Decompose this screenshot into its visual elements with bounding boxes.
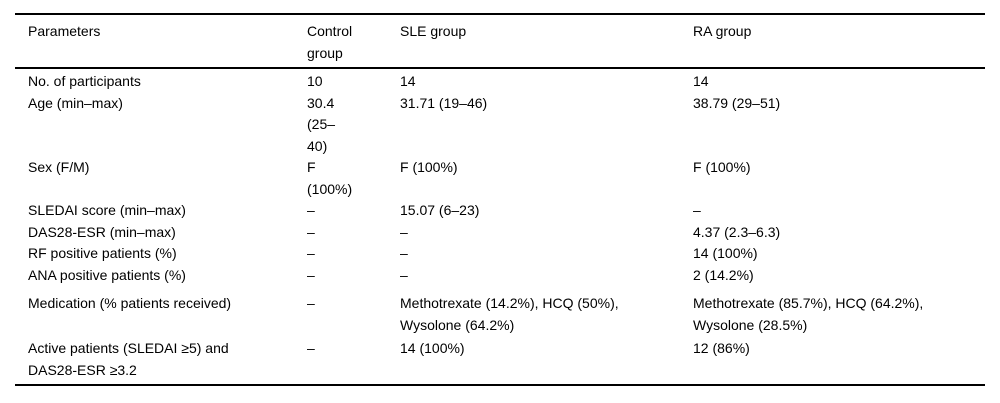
cell-control-value: 10: [307, 73, 323, 89]
cell-control-value: –: [307, 340, 315, 356]
table-row-active-patients: Active patients (SLEDAI ≥5) and DAS28-ES…: [15, 336, 985, 385]
header-row: Parameters Control group SLE group RA gr…: [15, 14, 985, 68]
table-header: Parameters Control group SLE group RA gr…: [15, 14, 985, 68]
table-row-sex: Sex (F/M) F (100%) F (100%) F (100%): [15, 157, 985, 200]
table-row-participants: No. of participants 10 14 14: [15, 68, 985, 93]
cell-ra-value: 4.37 (2.3–6.3): [693, 223, 781, 240]
column-header-parameters: Parameters: [28, 23, 101, 39]
cell-ra-value: 14: [693, 73, 709, 89]
cell-parameter: ANA positive patients (%): [28, 266, 186, 283]
column-header-ra-group: RA group: [693, 23, 752, 39]
cell-sle-value: –: [400, 266, 408, 283]
cell-ra-value: –: [693, 202, 701, 218]
table-body: No. of participants 10 14 14 Age (min–ma…: [15, 68, 985, 385]
cell-sle-value: F (100%): [400, 159, 458, 175]
table-row-age: Age (min–max) 30.4 (25– 40) 31.71 (19–46…: [15, 93, 985, 158]
cell-sle-value: –: [400, 223, 408, 240]
cell-parameter: Sex (F/M): [28, 159, 90, 175]
cell-ra-value: 14 (100%): [693, 245, 758, 261]
cell-control-value: –: [307, 223, 315, 240]
cell-parameter: Age (min–max): [28, 94, 123, 111]
cell-control-value: –: [307, 245, 315, 261]
parameters-table: Parameters Control group SLE group RA gr…: [15, 13, 985, 386]
cell-parameter: RF positive patients (%): [28, 245, 177, 261]
cell-ra-value: F (100%): [693, 159, 751, 175]
table-row-rf-positive: RF positive patients (%) – – 14 (100%): [15, 243, 985, 265]
cell-ra-value: Methotrexate (85.7%), HCQ (64.2%), Wysol…: [693, 295, 924, 333]
cell-sle-value: 15.07 (6–23): [400, 202, 480, 218]
cell-control-value: 30.4 (25– 40): [307, 94, 336, 154]
table-row-medication: Medication (% patients received) – Metho…: [15, 286, 985, 336]
cell-parameter: No. of participants: [28, 73, 141, 89]
cell-sle-value: 14 (100%): [400, 340, 465, 356]
cell-parameter: Active patients (SLEDAI ≥5) and DAS28-ES…: [28, 340, 229, 378]
cell-parameter: DAS28-ESR (min–max): [28, 223, 176, 240]
cell-sle-value: –: [400, 245, 408, 261]
cell-parameter: Medication (% patients received): [28, 295, 232, 311]
cell-control-value: F (100%): [307, 159, 353, 197]
table-row-sledai-score: SLEDAI score (min–max) – 15.07 (6–23) –: [15, 200, 985, 222]
cell-ra-value: 12 (86%): [693, 340, 750, 356]
cell-control-value: –: [307, 295, 315, 311]
parameters-table-container: Parameters Control group SLE group RA gr…: [15, 13, 985, 386]
cell-control-value: –: [307, 266, 315, 283]
column-header-control-group: Control group: [307, 23, 353, 61]
cell-sle-value: Methotrexate (14.2%), HCQ (50%), Wysolon…: [400, 295, 619, 333]
cell-ra-value: 2 (14.2%): [693, 266, 754, 283]
cell-sle-value: 31.71 (19–46): [400, 94, 488, 111]
column-header-sle-group: SLE group: [400, 23, 467, 39]
cell-ra-value: 38.79 (29–51): [693, 94, 781, 111]
table-row-das28-esr: DAS28-ESR (min–max) – – 4.37 (2.3–6.3): [15, 222, 985, 244]
cell-parameter: SLEDAI score (min–max): [28, 202, 186, 218]
cell-sle-value: 14: [400, 73, 416, 89]
table-row-ana-positive: ANA positive patients (%) – – 2 (14.2%): [15, 265, 985, 287]
cell-control-value: –: [307, 202, 315, 218]
